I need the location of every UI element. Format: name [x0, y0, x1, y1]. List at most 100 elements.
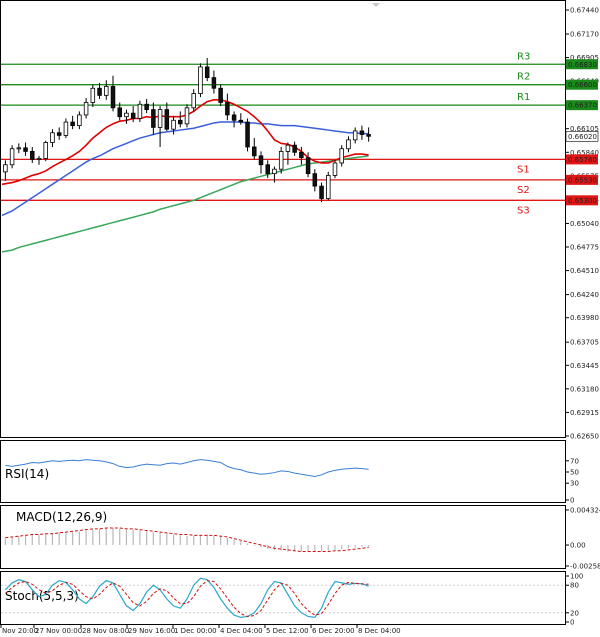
candle-body: [83, 102, 89, 116]
price-tick-label: 0.64775: [570, 244, 599, 252]
candle-body: [211, 77, 217, 89]
chart-shift-marker-icon: [372, 3, 380, 7]
level-name-s2: S2: [517, 185, 530, 196]
stoch-tick-label: 20: [570, 609, 579, 617]
time-tick-label: 8 Dec 04:00: [358, 627, 401, 635]
time-tick-label: 1 Dec 00:00: [174, 627, 217, 635]
price-tick-label: 0.66905: [570, 54, 599, 62]
level-price-label: 0.66370: [568, 102, 597, 110]
candle-body: [124, 112, 129, 118]
candle-body: [326, 175, 331, 199]
price-tick-label: 0.64240: [570, 291, 599, 299]
candle-body: [366, 134, 371, 137]
candle-body: [191, 93, 196, 109]
rsi-tick-label: 50: [570, 469, 579, 477]
candlesticks: [3, 58, 371, 203]
level-price-label: 0.65760: [568, 156, 597, 164]
candle-body: [245, 121, 250, 148]
support-resistance-levels: R3 0.66830 R2 0.66600 R1 0.66370 S1 0.65760 S2 0.…: [1, 51, 598, 216]
candle-body: [346, 139, 351, 150]
candle-body: [292, 144, 297, 153]
price-tick-label: 0.63705: [570, 339, 599, 347]
candle-body: [117, 107, 122, 118]
candle-body: [339, 148, 344, 164]
stoch-panel-frame: [0, 571, 566, 625]
time-tick-label: 29 Nov 16:00: [128, 627, 175, 635]
level-price-label: 0.66830: [568, 61, 597, 69]
candle-body: [151, 109, 156, 128]
candle-body: [178, 119, 183, 125]
candle-body: [305, 157, 311, 175]
price-panel-frame: [0, 0, 566, 438]
price-tick-label: 0.63980: [570, 314, 599, 322]
price-tick-label: 0.65840: [570, 149, 599, 157]
macd-tick-label: -0.002586: [570, 563, 600, 571]
rsi-title: RSI(14): [5, 467, 49, 481]
candle-body: [258, 155, 264, 166]
candle-body: [204, 66, 210, 78]
level-price-tag: [566, 195, 598, 206]
candle-body: [238, 119, 244, 123]
candle-body: [299, 151, 304, 159]
candle-body: [137, 103, 143, 119]
stoch-tick-label: 80: [570, 582, 579, 590]
rsi-tick-label: 70: [570, 457, 579, 465]
candle-body: [278, 151, 284, 170]
candle-body: [164, 109, 170, 130]
level-price-tag: [566, 100, 598, 111]
macd-signal-line: [5, 527, 369, 553]
candle-body: [218, 87, 223, 103]
level-name-r3: R3: [517, 51, 530, 62]
macd-panel-frame: [0, 505, 566, 569]
price-tick-label: 0.62915: [570, 409, 599, 417]
rsi-tick-label: 30: [570, 480, 579, 488]
candle-body: [30, 151, 35, 160]
time-tick-label: 4 Dec 04:00: [220, 627, 263, 635]
price-tick-label: 0.65040: [570, 220, 599, 228]
current-price-label: 0.66020: [568, 133, 597, 141]
macd-tick-label: 0.004324: [570, 507, 600, 515]
candle-body: [198, 66, 203, 94]
candle-body: [319, 185, 324, 199]
rsi-tick-label: 0: [570, 497, 574, 505]
candle-body: [252, 146, 257, 157]
price-tick-label: 0.63180: [570, 385, 599, 393]
price-axis: 0.674400.671700.669050.666400.661050.658…: [565, 7, 599, 441]
candle-body: [23, 147, 28, 152]
candle-body: [272, 168, 277, 175]
candle-body: [312, 173, 318, 187]
time-tick-label: 5 Dec 12:00: [266, 627, 309, 635]
level-name-s3: S3: [517, 205, 530, 216]
candle-body: [130, 112, 136, 119]
level-price-tag: [566, 174, 598, 185]
candle-body: [56, 132, 62, 136]
level-price-tag: [566, 79, 598, 90]
macd-tick-label: 0.00: [570, 542, 586, 550]
candle-body: [63, 121, 69, 136]
ma-green-line: [1, 155, 369, 253]
ma-blue-line: [1, 121, 369, 217]
level-price-tag: [566, 154, 598, 165]
level-name-s1: S1: [517, 164, 530, 175]
candle-body: [332, 162, 338, 176]
candle-body: [90, 87, 96, 103]
candle-body: [97, 87, 102, 96]
level-price-label: 0.65300: [568, 197, 597, 205]
rsi-line: [5, 459, 369, 477]
candle-body: [3, 164, 8, 173]
price-tick-label: 0.67440: [570, 7, 599, 15]
candle-body: [225, 102, 230, 116]
candle-body: [110, 86, 116, 109]
candle-body: [16, 147, 22, 150]
stoch-signal-line: [5, 580, 369, 617]
candle-body: [144, 103, 149, 111]
level-name-r2: R2: [517, 72, 530, 83]
candle-body: [77, 114, 82, 127]
candle-body: [184, 107, 190, 125]
candle-body: [104, 86, 109, 96]
candle-body: [231, 114, 237, 121]
price-tick-label: 0.66105: [570, 125, 599, 133]
